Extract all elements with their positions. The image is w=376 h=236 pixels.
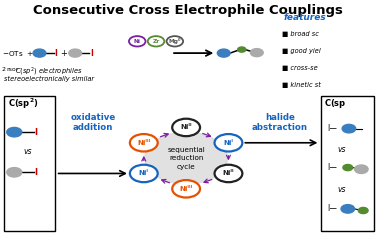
Text: vs: vs xyxy=(338,185,346,194)
Circle shape xyxy=(215,134,243,152)
Text: I—: I— xyxy=(327,204,337,213)
Circle shape xyxy=(69,49,82,57)
Text: Mg⁰: Mg⁰ xyxy=(168,38,181,44)
Text: Consecutive Cross Electrophile Couplings: Consecutive Cross Electrophile Couplings xyxy=(33,4,343,17)
Text: Niᴵᴵᴵ: Niᴵᴵᴵ xyxy=(137,140,150,146)
Text: $\mathbf{C(sp^2)}$: $\mathbf{C(sp^2)}$ xyxy=(8,97,38,111)
Circle shape xyxy=(7,168,22,177)
Circle shape xyxy=(130,134,158,152)
Circle shape xyxy=(7,127,22,137)
Circle shape xyxy=(343,164,353,171)
Text: Niᴵᴵ: Niᴵᴵ xyxy=(180,124,192,131)
Text: ■ cross-se: ■ cross-se xyxy=(282,65,318,71)
Circle shape xyxy=(33,49,46,57)
Text: halide
abstraction: halide abstraction xyxy=(252,113,308,132)
Text: Niᴵᴵ: Niᴵᴵ xyxy=(223,170,234,177)
Text: I—: I— xyxy=(327,163,337,172)
Text: ■ kinetic st: ■ kinetic st xyxy=(282,82,321,88)
Text: I: I xyxy=(55,49,58,58)
Text: Zr: Zr xyxy=(152,39,160,44)
Text: rsor: rsor xyxy=(7,67,19,72)
Text: ■ broad sc: ■ broad sc xyxy=(282,31,319,37)
Bar xyxy=(321,96,374,231)
Circle shape xyxy=(172,119,200,136)
Circle shape xyxy=(215,165,243,182)
Text: $\mathbf{C(sp}$: $\mathbf{C(sp}$ xyxy=(324,97,347,110)
Text: I: I xyxy=(90,49,93,58)
Text: I—: I— xyxy=(327,124,337,133)
Text: Niᴵ: Niᴵ xyxy=(139,170,149,177)
Circle shape xyxy=(341,205,355,213)
Text: Ni: Ni xyxy=(134,39,141,44)
Bar xyxy=(4,96,55,231)
Text: $C(sp^2)$ electrophiles: $C(sp^2)$ electrophiles xyxy=(15,66,83,78)
Circle shape xyxy=(250,49,263,57)
Text: vs: vs xyxy=(338,145,346,154)
Circle shape xyxy=(342,124,356,133)
Text: I: I xyxy=(35,168,38,177)
Circle shape xyxy=(130,165,158,182)
Text: ■ good yiel: ■ good yiel xyxy=(282,48,321,54)
Circle shape xyxy=(238,47,246,52)
Text: sequential
reduction
cycle: sequential reduction cycle xyxy=(167,147,205,170)
Circle shape xyxy=(358,207,368,214)
Text: Niᴵᴵᴵ: Niᴵᴵᴵ xyxy=(179,186,193,192)
Text: stereoelectronically similar: stereoelectronically similar xyxy=(4,76,94,82)
Circle shape xyxy=(217,49,230,57)
Text: features: features xyxy=(284,13,327,22)
Text: 2: 2 xyxy=(2,67,6,72)
Text: $-$OTs  +: $-$OTs + xyxy=(2,49,34,58)
Circle shape xyxy=(172,180,200,198)
Text: vs: vs xyxy=(23,147,32,156)
Text: oxidative
addition: oxidative addition xyxy=(71,113,116,132)
Text: Niᴵ: Niᴵ xyxy=(223,140,233,146)
Text: +: + xyxy=(60,49,67,58)
Circle shape xyxy=(145,132,227,184)
Circle shape xyxy=(355,165,368,173)
Text: I: I xyxy=(35,128,38,137)
